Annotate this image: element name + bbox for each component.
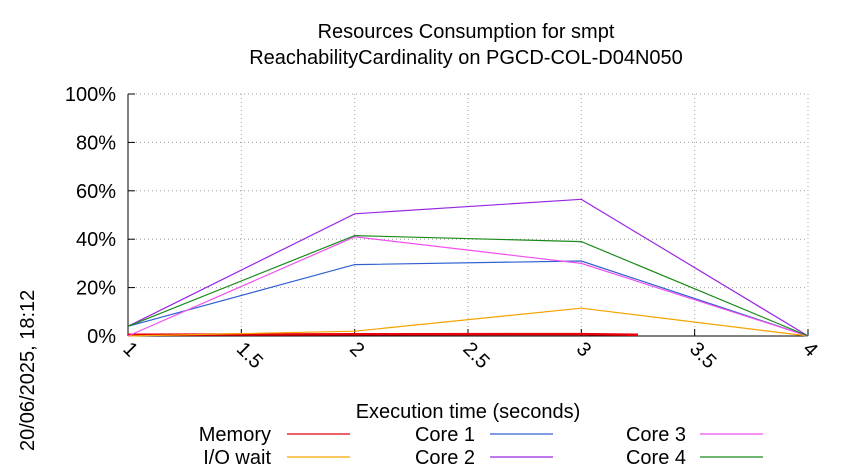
- legend-label-i-o-wait: I/O wait: [203, 447, 271, 469]
- x-axis-title: Execution time (seconds): [356, 401, 581, 423]
- series-line-core-3: [127, 236, 809, 337]
- x-tick-label: 2: [345, 338, 368, 361]
- x-tick-label: 4: [798, 338, 821, 361]
- chart-title-line-1: Resources Consumption for smpt: [318, 21, 615, 43]
- x-tick-label: 1: [118, 338, 141, 361]
- legend-label-memory: Memory: [199, 424, 271, 446]
- y-tick-label: 40%: [76, 229, 116, 251]
- y-tick-label: 0%: [87, 326, 116, 348]
- legend-label-core-2: Core 2: [415, 447, 475, 469]
- series-line-core-4: [127, 234, 809, 337]
- y-tick-label: 100%: [65, 84, 116, 106]
- x-tick-label: 3: [572, 338, 595, 361]
- x-tick-label: 2.5: [458, 338, 493, 373]
- series-line-core-1: [127, 260, 809, 337]
- y-tick-label: 60%: [76, 181, 116, 203]
- y-tick-label: 20%: [76, 278, 116, 300]
- chart-title-line-2: ReachabilityCardinality on PGCD-COL-D04N…: [249, 47, 683, 69]
- x-tick-label: 1.5: [232, 338, 267, 373]
- x-tick-label: 3.5: [685, 338, 720, 373]
- series-line-i-o-wait: [127, 307, 809, 337]
- legend-label-core-4: Core 4: [626, 447, 686, 469]
- y-tick-label: 80%: [76, 132, 116, 154]
- legend-label-core-1: Core 1: [415, 424, 475, 446]
- series-line-core-2: [127, 198, 809, 337]
- series-line-memory: [127, 332, 639, 337]
- legend-label-core-3: Core 3: [626, 424, 686, 446]
- timestamp-label: 20/06/2025, 18:12: [17, 290, 39, 451]
